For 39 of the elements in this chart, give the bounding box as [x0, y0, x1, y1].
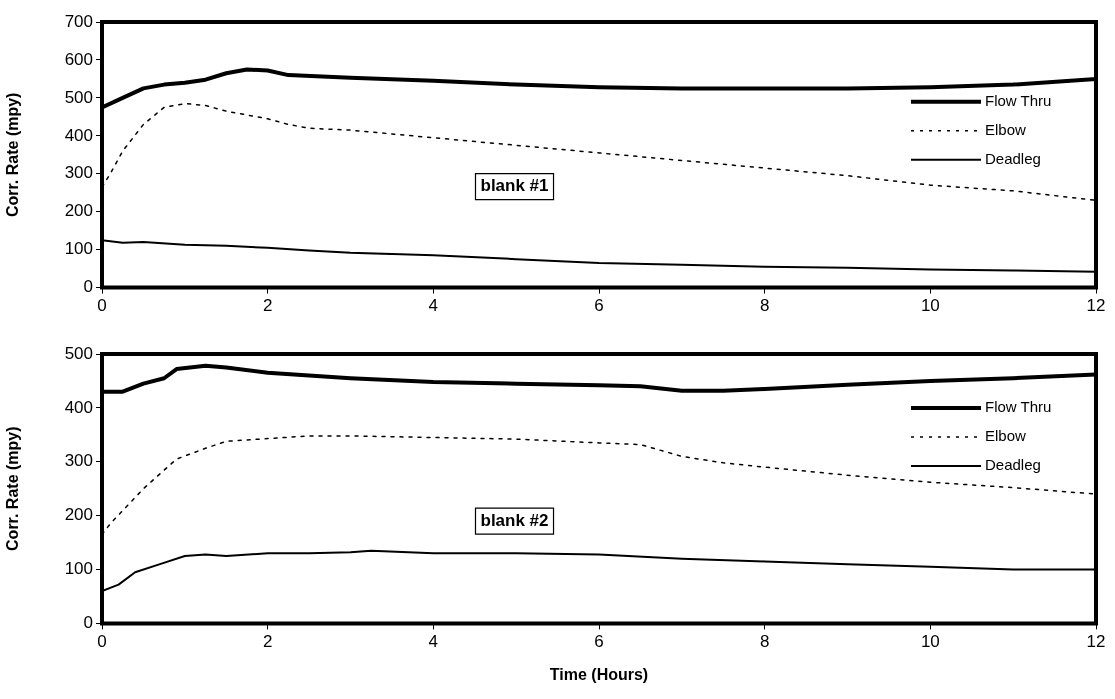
y-axis-title: Corr. Rate (mpy) — [4, 92, 22, 218]
legend-label: Deadleg — [985, 149, 1041, 167]
y-tick-label: 300 — [64, 451, 93, 471]
legend-label: Elbow — [985, 427, 1027, 445]
x-tick-label: 6 — [594, 632, 604, 652]
legend-label: Flow Thru — [985, 398, 1052, 416]
x-tick-label: 2 — [262, 632, 273, 652]
annotation: blank #1 — [480, 176, 549, 196]
y-tick-label: 200 — [64, 505, 93, 525]
x-tick-label: 2 — [262, 296, 273, 316]
y-tick-label: 400 — [64, 125, 93, 145]
x-tick-label: 8 — [759, 296, 770, 316]
y-tick-label: 500 — [64, 343, 93, 363]
x-tick-label: 10 — [920, 632, 940, 652]
legend-label: Flow Thru — [985, 91, 1052, 109]
y-tick-label: 700 — [64, 11, 93, 31]
y-tick-label: 200 — [64, 201, 93, 221]
y-tick-label: 300 — [64, 163, 93, 183]
x-tick-label: 10 — [920, 296, 940, 316]
x-tick-label: 12 — [1086, 632, 1106, 652]
y-tick-label: 100 — [64, 559, 93, 579]
x-tick-label: 6 — [594, 296, 604, 316]
x-tick-label: 12 — [1086, 296, 1106, 316]
y-axis-title: Corr. Rate (mpy) — [4, 426, 22, 551]
y-tick-label: 0 — [83, 277, 93, 297]
y-tick-label: 100 — [64, 239, 93, 259]
x-tick-label: 0 — [97, 296, 107, 316]
x-tick-label: 8 — [759, 632, 770, 652]
annotation: blank #2 — [480, 510, 549, 530]
x-axis-title: Time (Hours) — [549, 665, 649, 683]
x-tick-label: 4 — [428, 296, 439, 316]
y-tick-label: 0 — [83, 613, 93, 633]
y-tick-label: 500 — [64, 87, 93, 107]
legend-label: Deadleg — [985, 456, 1041, 474]
legend-label: Elbow — [985, 120, 1027, 138]
y-tick-label: 400 — [64, 397, 93, 417]
x-tick-label: 0 — [97, 632, 107, 652]
x-tick-label: 4 — [428, 632, 439, 652]
y-tick-label: 600 — [64, 49, 93, 69]
